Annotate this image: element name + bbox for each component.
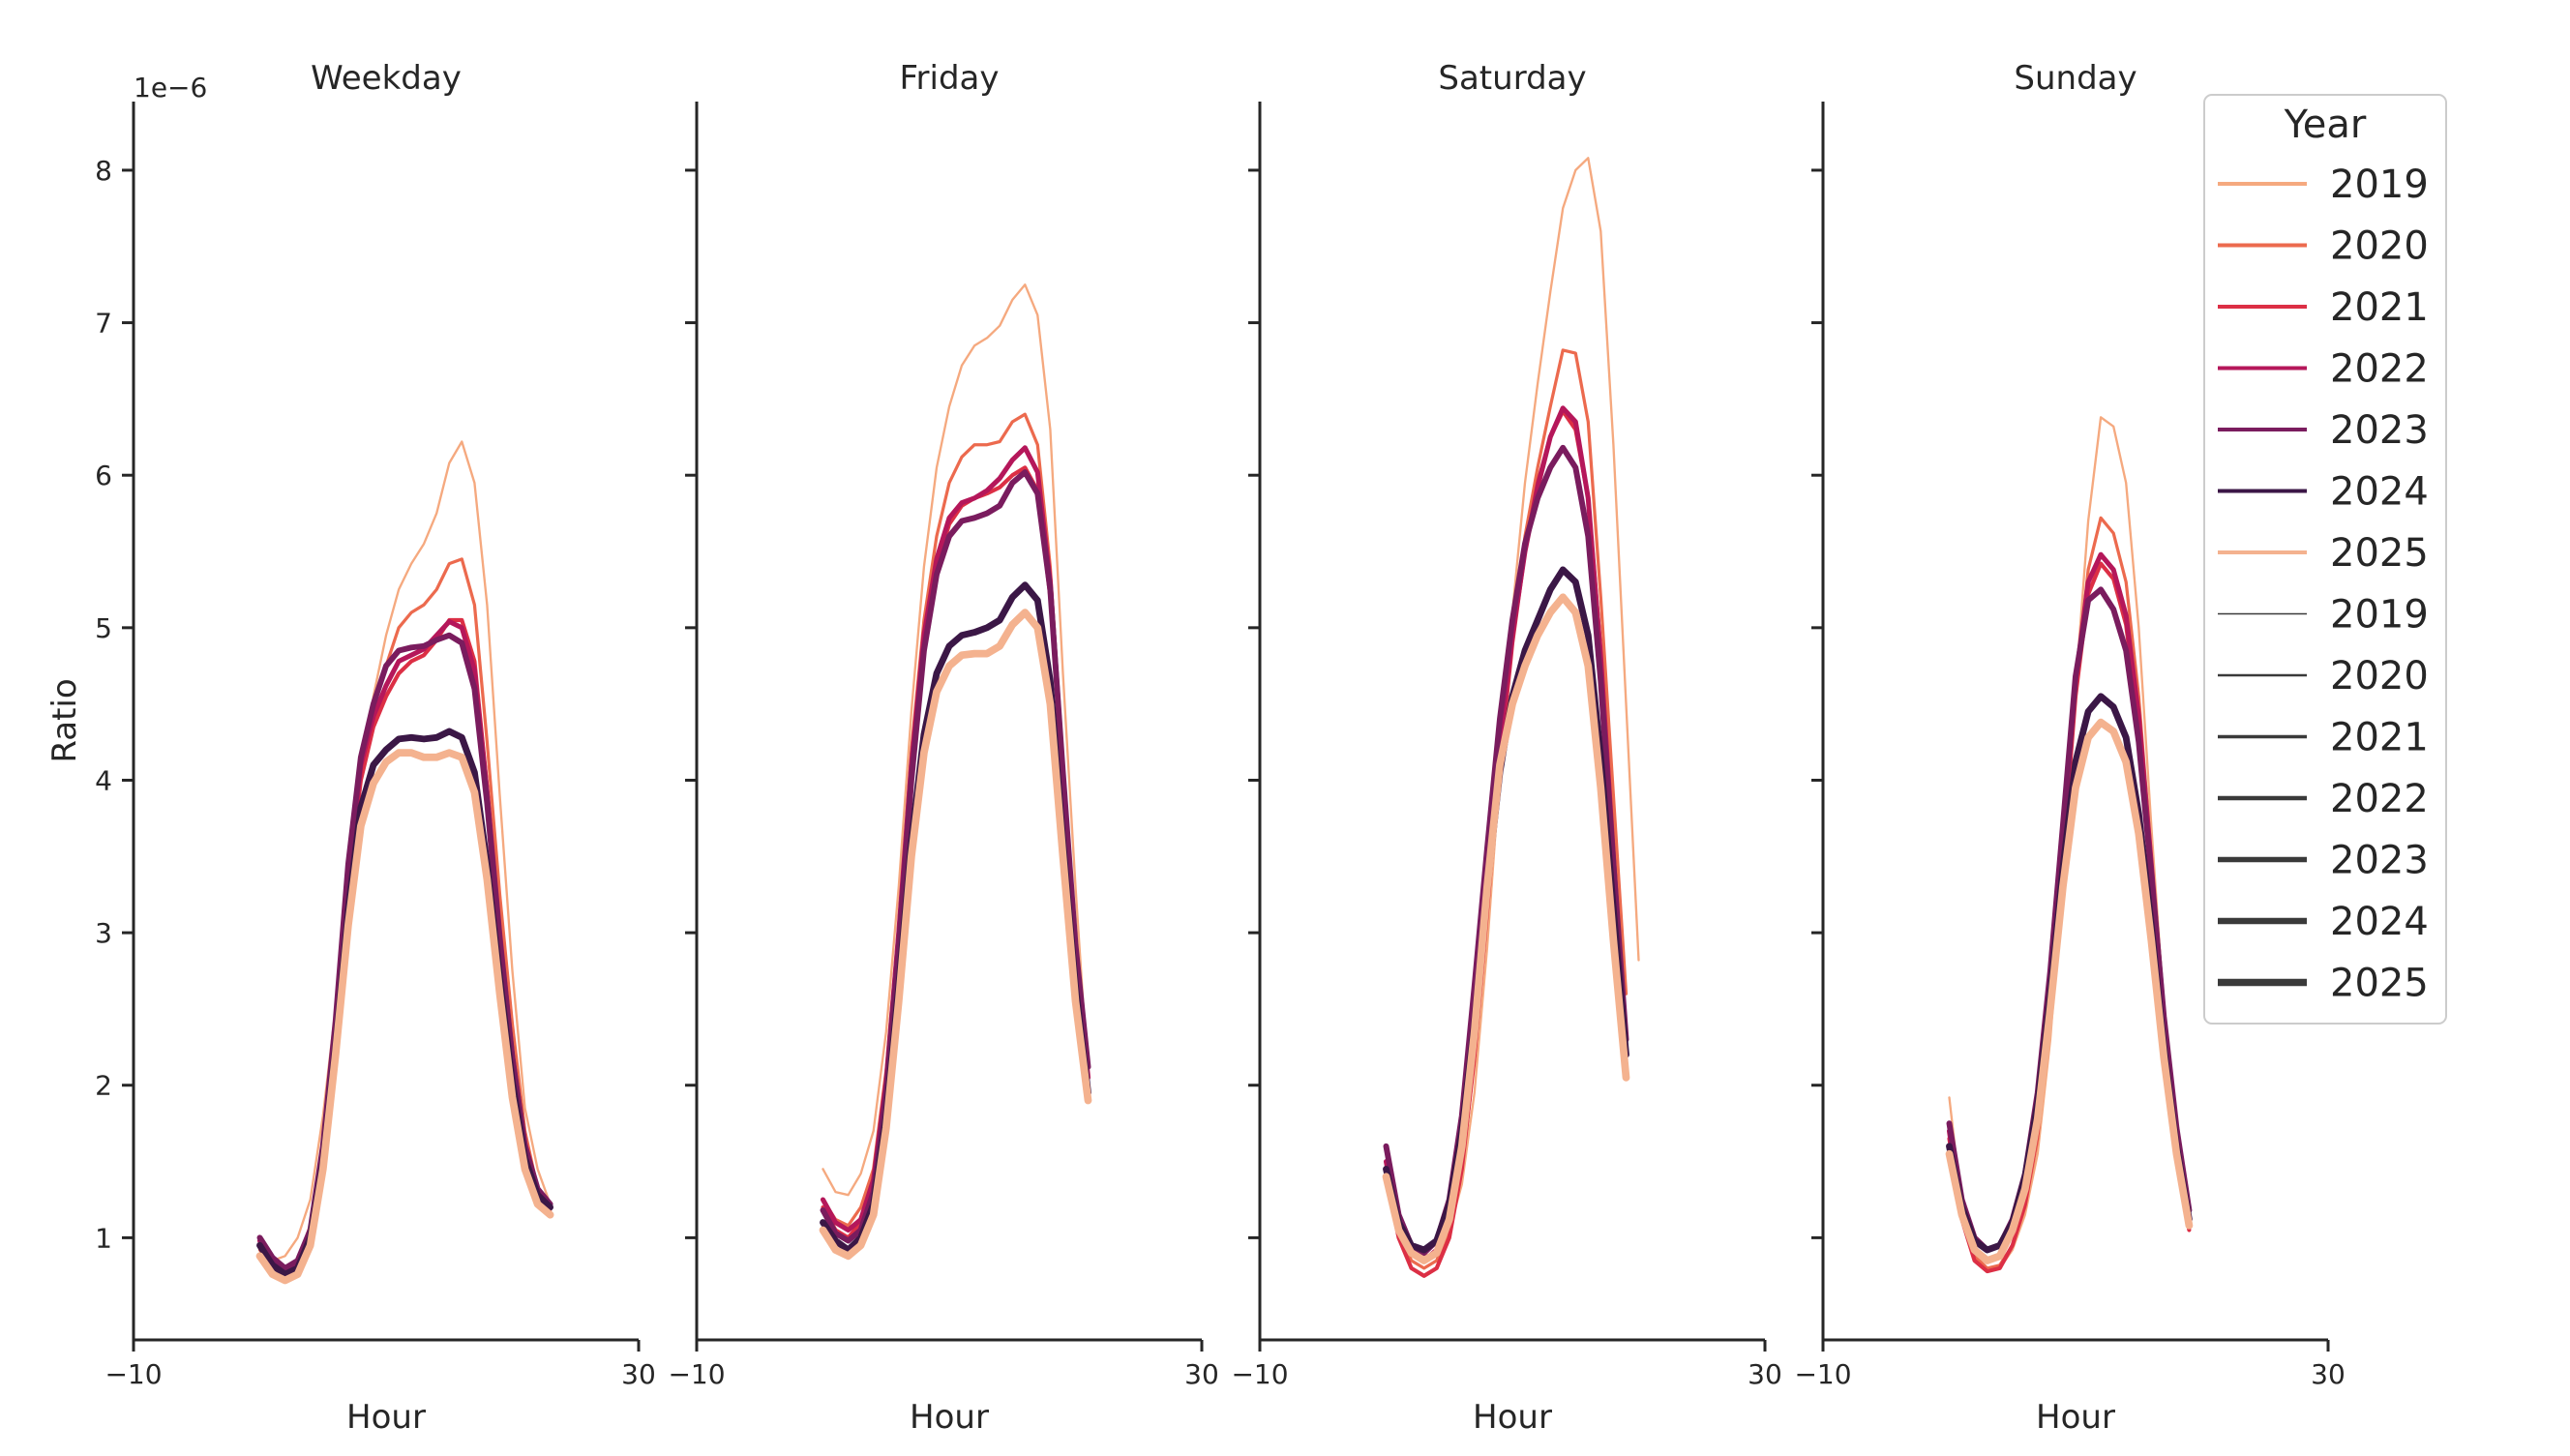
x-tick-label: 30 [2311,1358,2346,1390]
series-line-2025 [1945,718,2194,1264]
x-axis-label: Hour [1473,1398,1552,1437]
legend-label: 2023 [2330,408,2429,453]
series-line-2025 [819,609,1092,1261]
legend-label: 2024 [2330,900,2429,944]
y-tick-label: 7 [95,308,112,340]
x-axis-label: Hour [346,1398,426,1437]
y-tick-label: 5 [95,612,112,644]
legend-label: 2019 [2330,593,2429,638]
legend-label: 2019 [2330,163,2429,207]
x-axis-label: Hour [910,1398,989,1437]
series-line-2025 [255,749,554,1285]
y-tick-label: 3 [95,917,112,949]
y-tick-label: 6 [95,460,112,491]
x-tick-label: 30 [621,1358,656,1390]
y-tick-label: 2 [95,1070,112,1102]
series-line-2025 [1382,593,1630,1264]
series-line-2023 [1383,444,1629,1257]
x-tick-label: −10 [105,1358,162,1390]
series-line-2020 [1384,348,1629,1270]
legend-label: 2021 [2330,716,2429,760]
legend-label: 2025 [2330,962,2429,1006]
panel-title: Saturday [1438,59,1586,98]
legend-label: 2024 [2330,470,2429,515]
legend-label: 2025 [2330,531,2429,576]
legend-box [2203,94,2447,1025]
series-line-2019 [258,440,552,1263]
panel-title: Weekday [311,59,462,98]
y-axis-label: Ratio [45,678,84,762]
x-tick-label: −10 [1231,1358,1288,1390]
series-line-2021 [257,617,553,1278]
x-axis-label: Hour [2036,1398,2115,1437]
legend-label: 2023 [2330,839,2429,883]
legend-label: 2021 [2330,285,2429,330]
legend-label: 2022 [2330,347,2429,392]
panel-title: Sunday [2014,59,2137,98]
legend-title: Year [2284,103,2367,147]
y-tick-label: 1 [95,1222,112,1254]
legend-label: 2022 [2330,777,2429,821]
series-line-2022 [256,618,553,1274]
y-tick-label: 8 [95,155,112,187]
x-tick-label: −10 [1794,1358,1851,1390]
legend-label: 2020 [2330,654,2429,698]
panel-title: Friday [899,59,999,98]
series-line-2023 [820,469,1091,1244]
x-tick-label: 30 [1184,1358,1219,1390]
y-tick-label: 4 [95,764,112,796]
y-offset-label: 1e−6 [134,72,207,104]
series-line-2019 [822,283,1090,1197]
x-tick-label: 30 [1748,1358,1782,1390]
series-line-2020 [821,412,1091,1228]
legend-label: 2020 [2330,224,2429,269]
x-tick-label: −10 [668,1358,725,1390]
